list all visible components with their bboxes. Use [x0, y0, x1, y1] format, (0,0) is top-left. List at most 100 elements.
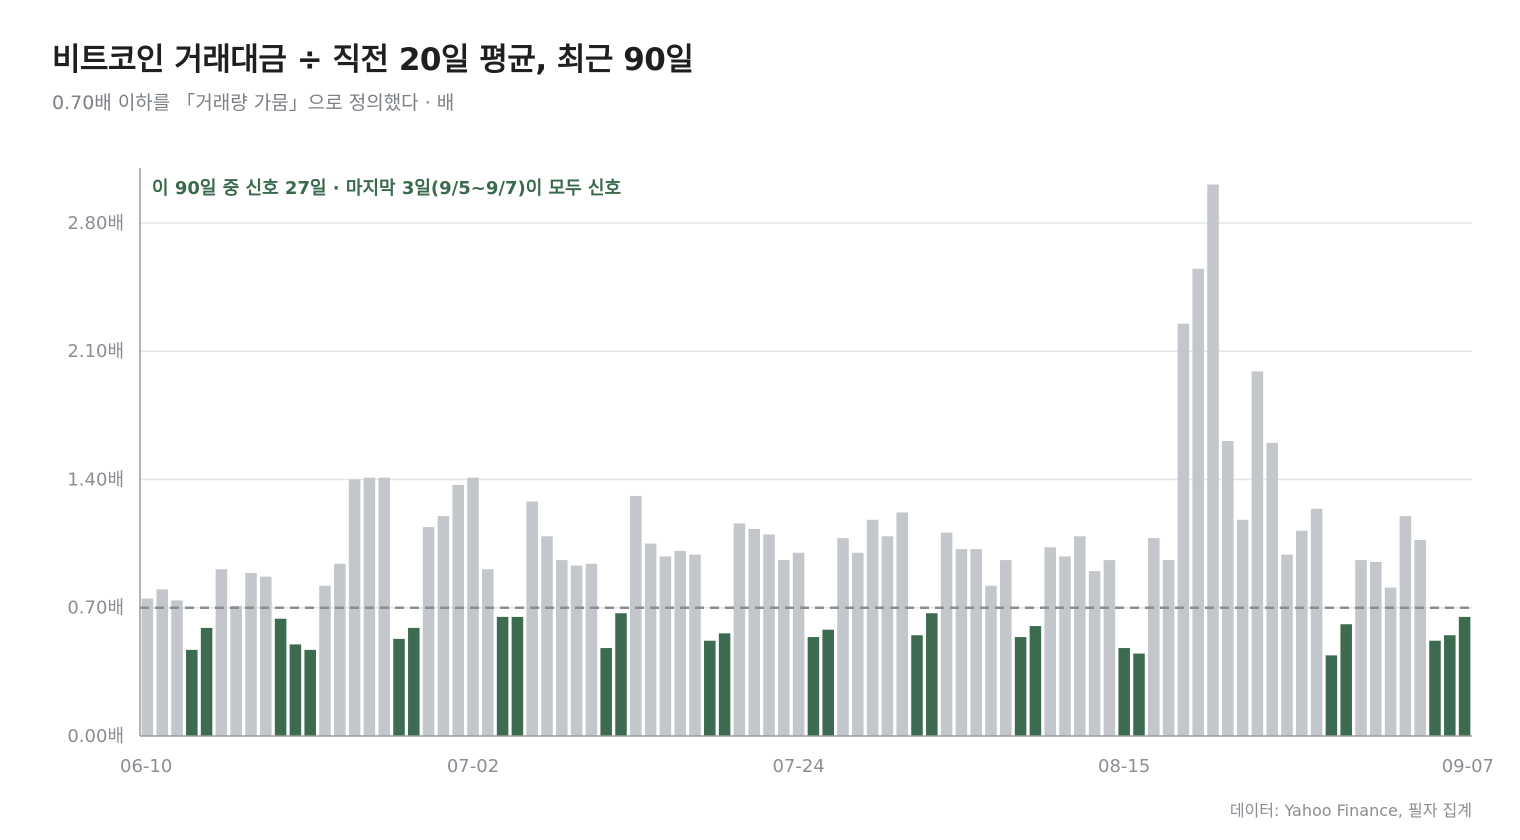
x-tick-label: 09-07 — [1442, 756, 1494, 777]
bar: 08-04: 1.02배 — [955, 549, 968, 736]
signal-bar: 08-15: 0.48배 — [1118, 648, 1130, 736]
signal-bar: 07-04: 0.65배 — [496, 616, 509, 736]
bar: 08-07: 0.96배 — [1000, 560, 1012, 736]
bar: 09-03: 1.20배 — [1399, 516, 1412, 736]
bar: 08-26: 0.99배 — [1281, 554, 1293, 736]
signal-bar: 08-08: 0.54배 — [1014, 637, 1027, 736]
signal-bar: 09-07: 0.65배 — [1458, 616, 1471, 736]
bar: 08-20: 2.55배 — [1192, 268, 1204, 736]
bar: 08-27: 1.12배 — [1296, 530, 1308, 736]
bar: 08-13: 0.90배 — [1088, 571, 1101, 736]
bar: 06-11: 0.80배 — [156, 589, 168, 736]
x-tick-label: 07-02 — [447, 756, 499, 777]
bar: 07-31: 1.22배 — [896, 512, 908, 736]
bar: 07-07: 1.09배 — [541, 536, 553, 736]
bar: 06-18: 0.87배 — [260, 576, 272, 736]
bar: 07-13: 1.31배 — [630, 495, 642, 736]
bar: 07-22: 1.10배 — [763, 534, 775, 736]
bar: 06-16: 0.71배 — [230, 605, 242, 736]
bar: 08-31: 0.96배 — [1355, 560, 1367, 736]
bar: 08-05: 1.02배 — [970, 549, 982, 736]
bar: 07-16: 1.01배 — [674, 550, 686, 736]
bar: 09-01: 0.95배 — [1370, 561, 1382, 736]
signal-bar: 06-20: 0.50배 — [289, 644, 302, 736]
bar: 07-23: 0.96배 — [778, 560, 790, 736]
bar: 07-30: 1.09배 — [881, 536, 894, 736]
signal-bar: 08-16: 0.45배 — [1133, 653, 1145, 736]
bar: 07-14: 1.05배 — [644, 543, 657, 736]
bar: 07-29: 1.18배 — [866, 519, 879, 736]
bar: 06-22: 0.82배 — [319, 585, 331, 736]
bar: 08-10: 1.03배 — [1044, 547, 1056, 736]
signal-bar: 08-30: 0.61배 — [1340, 624, 1352, 736]
signal-bar: 06-13: 0.47배 — [186, 649, 198, 736]
signal-bar: 09-05: 0.52배 — [1429, 640, 1441, 736]
bar: 07-28: 1.00배 — [852, 552, 864, 736]
bar: 09-02: 0.81배 — [1384, 587, 1397, 736]
bar: 08-25: 1.60배 — [1266, 442, 1278, 736]
y-tick-label: 1.40배 — [67, 469, 124, 490]
chart-title: 비트코인 거래대금 ÷ 직전 20일 평균, 최근 90일 — [52, 42, 694, 78]
signal-bar: 07-25: 0.54배 — [807, 637, 820, 736]
bar: 07-08: 0.96배 — [556, 560, 568, 736]
bar: 08-06: 0.82배 — [985, 585, 997, 736]
signal-bar: 06-21: 0.47배 — [304, 649, 316, 736]
bar: 06-15: 0.91배 — [215, 569, 228, 736]
bar: 08-03: 1.11배 — [940, 532, 953, 736]
bar: 06-17: 0.89배 — [245, 572, 257, 736]
bar: 07-10: 0.94배 — [585, 563, 598, 736]
signal-bar: 09-06: 0.55배 — [1444, 635, 1456, 736]
bar: 06-29: 1.14배 — [422, 527, 435, 736]
signal-bar: 08-01: 0.55배 — [911, 635, 923, 736]
bar: 07-06: 1.28배 — [526, 501, 538, 736]
signal-bar: 08-29: 0.44배 — [1325, 655, 1338, 736]
bar: 07-03: 0.91배 — [482, 569, 494, 736]
bar: 07-21: 1.13배 — [748, 528, 760, 736]
bar: 09-04: 1.07배 — [1414, 539, 1426, 736]
y-tick-label: 2.10배 — [67, 341, 124, 362]
y-tick-label: 0.70배 — [67, 598, 124, 619]
bar: 07-01: 1.37배 — [452, 484, 464, 736]
data-source: 데이터: Yahoo Finance, 필자 집계 — [1229, 801, 1472, 820]
signal-bar: 08-09: 0.60배 — [1029, 626, 1042, 736]
x-tick-label: 07-24 — [772, 756, 824, 777]
bar: 08-21: 3.01배 — [1207, 184, 1219, 737]
bar: 08-19: 2.25배 — [1177, 323, 1190, 736]
signal-bar: 07-18: 0.52배 — [704, 640, 716, 736]
bar: 08-12: 1.09배 — [1074, 536, 1086, 736]
bar: 08-22: 1.61배 — [1222, 441, 1234, 736]
chart-annotation: 이 90일 중 신호 27일 · 마지막 3일(9/5~9/7)이 모두 신호 — [152, 178, 621, 199]
bar: 07-27: 1.08배 — [837, 538, 849, 736]
bar: 06-30: 1.20배 — [437, 516, 450, 736]
signal-bar: 07-05: 0.65배 — [511, 616, 524, 736]
signal-bar: 06-14: 0.59배 — [200, 627, 213, 736]
y-tick-label: 0.00배 — [67, 726, 124, 747]
x-tick-label: 06-10 — [120, 756, 172, 777]
bar: 07-15: 0.98배 — [659, 556, 672, 736]
signal-bar: 08-02: 0.67배 — [926, 613, 938, 736]
signal-bar: 07-11: 0.48배 — [600, 648, 612, 736]
signal-bar: 06-28: 0.59배 — [408, 627, 420, 736]
x-tick-label: 08-15 — [1098, 756, 1150, 777]
bar: 08-11: 0.98배 — [1059, 556, 1071, 736]
bar: 08-14: 0.96배 — [1103, 560, 1116, 736]
bar: 07-09: 0.93배 — [570, 565, 583, 736]
bar: 07-24: 1.00배 — [792, 552, 805, 736]
bar: 08-23: 1.18배 — [1236, 519, 1249, 736]
signal-bar: 07-26: 0.58배 — [822, 629, 834, 736]
bar: 08-18: 0.96배 — [1162, 560, 1175, 736]
bar: 06-12: 0.74배 — [171, 600, 183, 736]
bar: 06-23: 0.94배 — [334, 563, 346, 736]
signal-bar: 07-19: 0.56배 — [718, 633, 731, 736]
y-tick-label: 2.80배 — [67, 213, 124, 234]
signal-bar: 06-19: 0.64배 — [274, 618, 287, 736]
bar: 08-28: 1.24배 — [1310, 508, 1323, 736]
bar: 06-10: 0.75배 — [141, 598, 154, 736]
signal-bar: 07-12: 0.67배 — [615, 613, 627, 736]
chart-subtitle: 0.70배 이하를 「거래량 가뭄」으로 정의했다 · 배 — [52, 92, 455, 114]
bar: 08-24: 1.99배 — [1251, 371, 1264, 736]
signal-bar: 06-27: 0.53배 — [393, 638, 405, 736]
bar: 07-20: 1.16배 — [733, 523, 746, 736]
bar: 07-17: 0.99배 — [689, 554, 701, 736]
